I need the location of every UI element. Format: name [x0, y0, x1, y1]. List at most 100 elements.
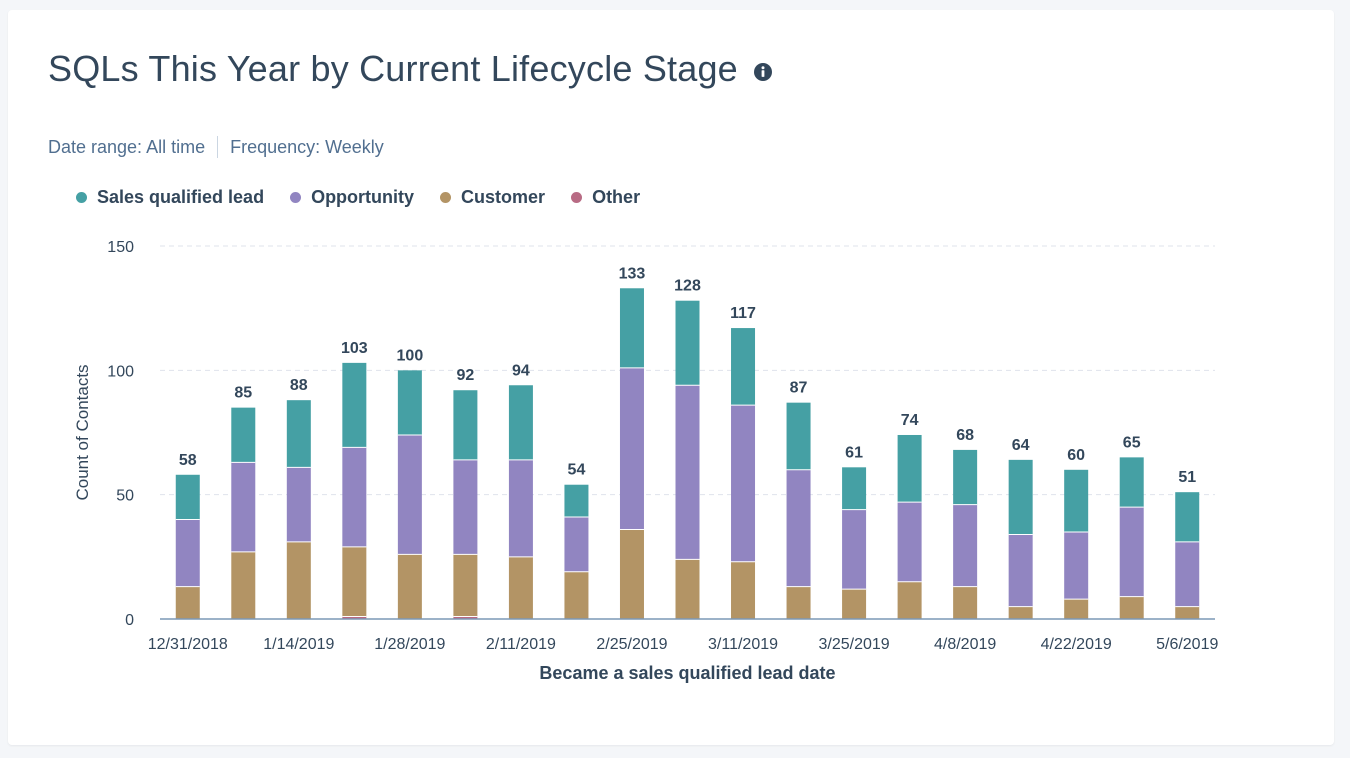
legend-label-sql: Sales qualified lead: [97, 187, 265, 207]
bar-segment[interactable]: [786, 402, 811, 470]
bar-segment[interactable]: [1175, 492, 1200, 542]
bar-segment[interactable]: [897, 434, 922, 503]
bar-segment[interactable]: [286, 467, 311, 542]
bar-segment[interactable]: [453, 390, 478, 460]
bar-segment[interactable]: [564, 571, 589, 619]
bar-segment[interactable]: [675, 300, 700, 386]
bar-segment[interactable]: [508, 556, 533, 619]
bar-total-label: 85: [234, 385, 252, 402]
legend-label-other: Other: [592, 187, 641, 207]
bar-total-label: 51: [1178, 469, 1196, 486]
bar-segment[interactable]: [786, 586, 811, 619]
bar-segment[interactable]: [175, 586, 200, 619]
bar-segment[interactable]: [231, 407, 256, 463]
bar-total-label: 58: [179, 452, 197, 469]
bar-segment[interactable]: [1008, 606, 1033, 619]
title-row: SQLs This Year by Current Lifecycle Stag…: [48, 48, 772, 90]
bar-segment[interactable]: [508, 385, 533, 460]
bar-segment[interactable]: [675, 385, 700, 560]
bar-segment[interactable]: [397, 370, 422, 435]
legend-dot-customer: [440, 192, 452, 203]
bar-segment[interactable]: [675, 559, 700, 619]
bar-segment[interactable]: [453, 459, 478, 555]
y-tick-label: 100: [107, 363, 134, 380]
bar-segment[interactable]: [1064, 531, 1089, 600]
bar-segment[interactable]: [786, 469, 811, 587]
info-icon[interactable]: [753, 63, 772, 81]
bar-segment[interactable]: [342, 546, 367, 617]
x-tick-label: 3/11/2019: [708, 636, 778, 653]
bar-total-label: 65: [1123, 434, 1141, 451]
bar-segment[interactable]: [953, 504, 978, 587]
bar-total-label: 68: [956, 427, 974, 444]
y-tick-label: 0: [125, 612, 134, 629]
bar-segment[interactable]: [619, 529, 644, 619]
bar-segment[interactable]: [342, 616, 367, 619]
chart-legend: Sales qualified lead Opportunity Custome…: [76, 187, 666, 208]
bar-segment[interactable]: [1175, 606, 1200, 619]
legend-dot-opportunity: [290, 192, 302, 203]
bar-segment[interactable]: [619, 288, 644, 368]
bar-segment[interactable]: [1119, 457, 1144, 508]
bar-segment[interactable]: [564, 484, 589, 518]
bar-segment[interactable]: [731, 561, 756, 619]
y-tick-label: 50: [116, 488, 134, 505]
bar-segment[interactable]: [731, 328, 756, 406]
bar-segment[interactable]: [842, 509, 867, 590]
bar-segment[interactable]: [397, 434, 422, 555]
bar-total-label: 103: [341, 340, 368, 357]
bar-total-label: 74: [901, 412, 919, 429]
bar-segment[interactable]: [1119, 596, 1144, 619]
date-range-label[interactable]: Date range: All time: [48, 136, 206, 157]
bar-segment[interactable]: [175, 519, 200, 587]
bar-segment[interactable]: [564, 517, 589, 572]
bar-segment[interactable]: [619, 367, 644, 530]
bar-segment[interactable]: [342, 447, 367, 547]
bar-segment[interactable]: [1064, 599, 1089, 619]
bar-segment[interactable]: [842, 589, 867, 619]
bar-segment[interactable]: [953, 449, 978, 505]
bar-segment[interactable]: [953, 586, 978, 619]
bar-segment[interactable]: [731, 405, 756, 562]
bar-segment[interactable]: [1008, 534, 1033, 607]
y-axis-title: Count of Contacts: [73, 364, 92, 500]
bar-total-label: 54: [568, 462, 586, 479]
bar-segment[interactable]: [1064, 469, 1089, 532]
bar-segment[interactable]: [286, 400, 311, 468]
bar-segment[interactable]: [175, 474, 200, 520]
legend-item-opportunity[interactable]: Opportunity: [290, 187, 414, 208]
bar-total-label: 60: [1067, 447, 1085, 464]
bar-segment[interactable]: [1175, 541, 1200, 607]
legend-label-opportunity: Opportunity: [311, 187, 415, 207]
bar-segment[interactable]: [508, 459, 533, 557]
report-card: SQLs This Year by Current Lifecycle Stag…: [8, 10, 1334, 745]
bar-segment[interactable]: [231, 462, 256, 552]
legend-item-sql[interactable]: Sales qualified lead: [76, 187, 264, 208]
bar-segment[interactable]: [1119, 507, 1144, 597]
bar-total-label: 88: [290, 377, 308, 394]
bar-segment[interactable]: [897, 502, 922, 582]
bar-segment[interactable]: [453, 554, 478, 617]
bar-segment[interactable]: [397, 554, 422, 619]
bar-segment[interactable]: [842, 467, 867, 510]
legend-item-customer[interactable]: Customer: [440, 187, 545, 208]
bar-segment[interactable]: [1008, 459, 1033, 535]
bar-segment[interactable]: [231, 551, 256, 619]
legend-item-other[interactable]: Other: [571, 187, 640, 208]
report-title: SQLs This Year by Current Lifecycle Stag…: [48, 48, 738, 89]
bar-segment[interactable]: [286, 541, 311, 619]
bar-segment[interactable]: [342, 362, 367, 448]
bar-total-label: 133: [619, 265, 646, 282]
bar-total-label: 128: [674, 278, 701, 295]
bar-segment[interactable]: [453, 616, 478, 619]
bar-segment[interactable]: [897, 581, 922, 619]
bar-total-label: 61: [845, 444, 863, 461]
x-tick-label: 5/6/2019: [1156, 636, 1218, 653]
bar-total-label: 94: [512, 362, 530, 379]
bar-total-label: 87: [790, 380, 808, 397]
report-meta: Date range: All time Frequency: Weekly: [48, 136, 384, 158]
meta-divider: [217, 136, 219, 158]
x-tick-label: 1/14/2019: [263, 636, 334, 653]
frequency-label[interactable]: Frequency: Weekly: [230, 136, 384, 157]
